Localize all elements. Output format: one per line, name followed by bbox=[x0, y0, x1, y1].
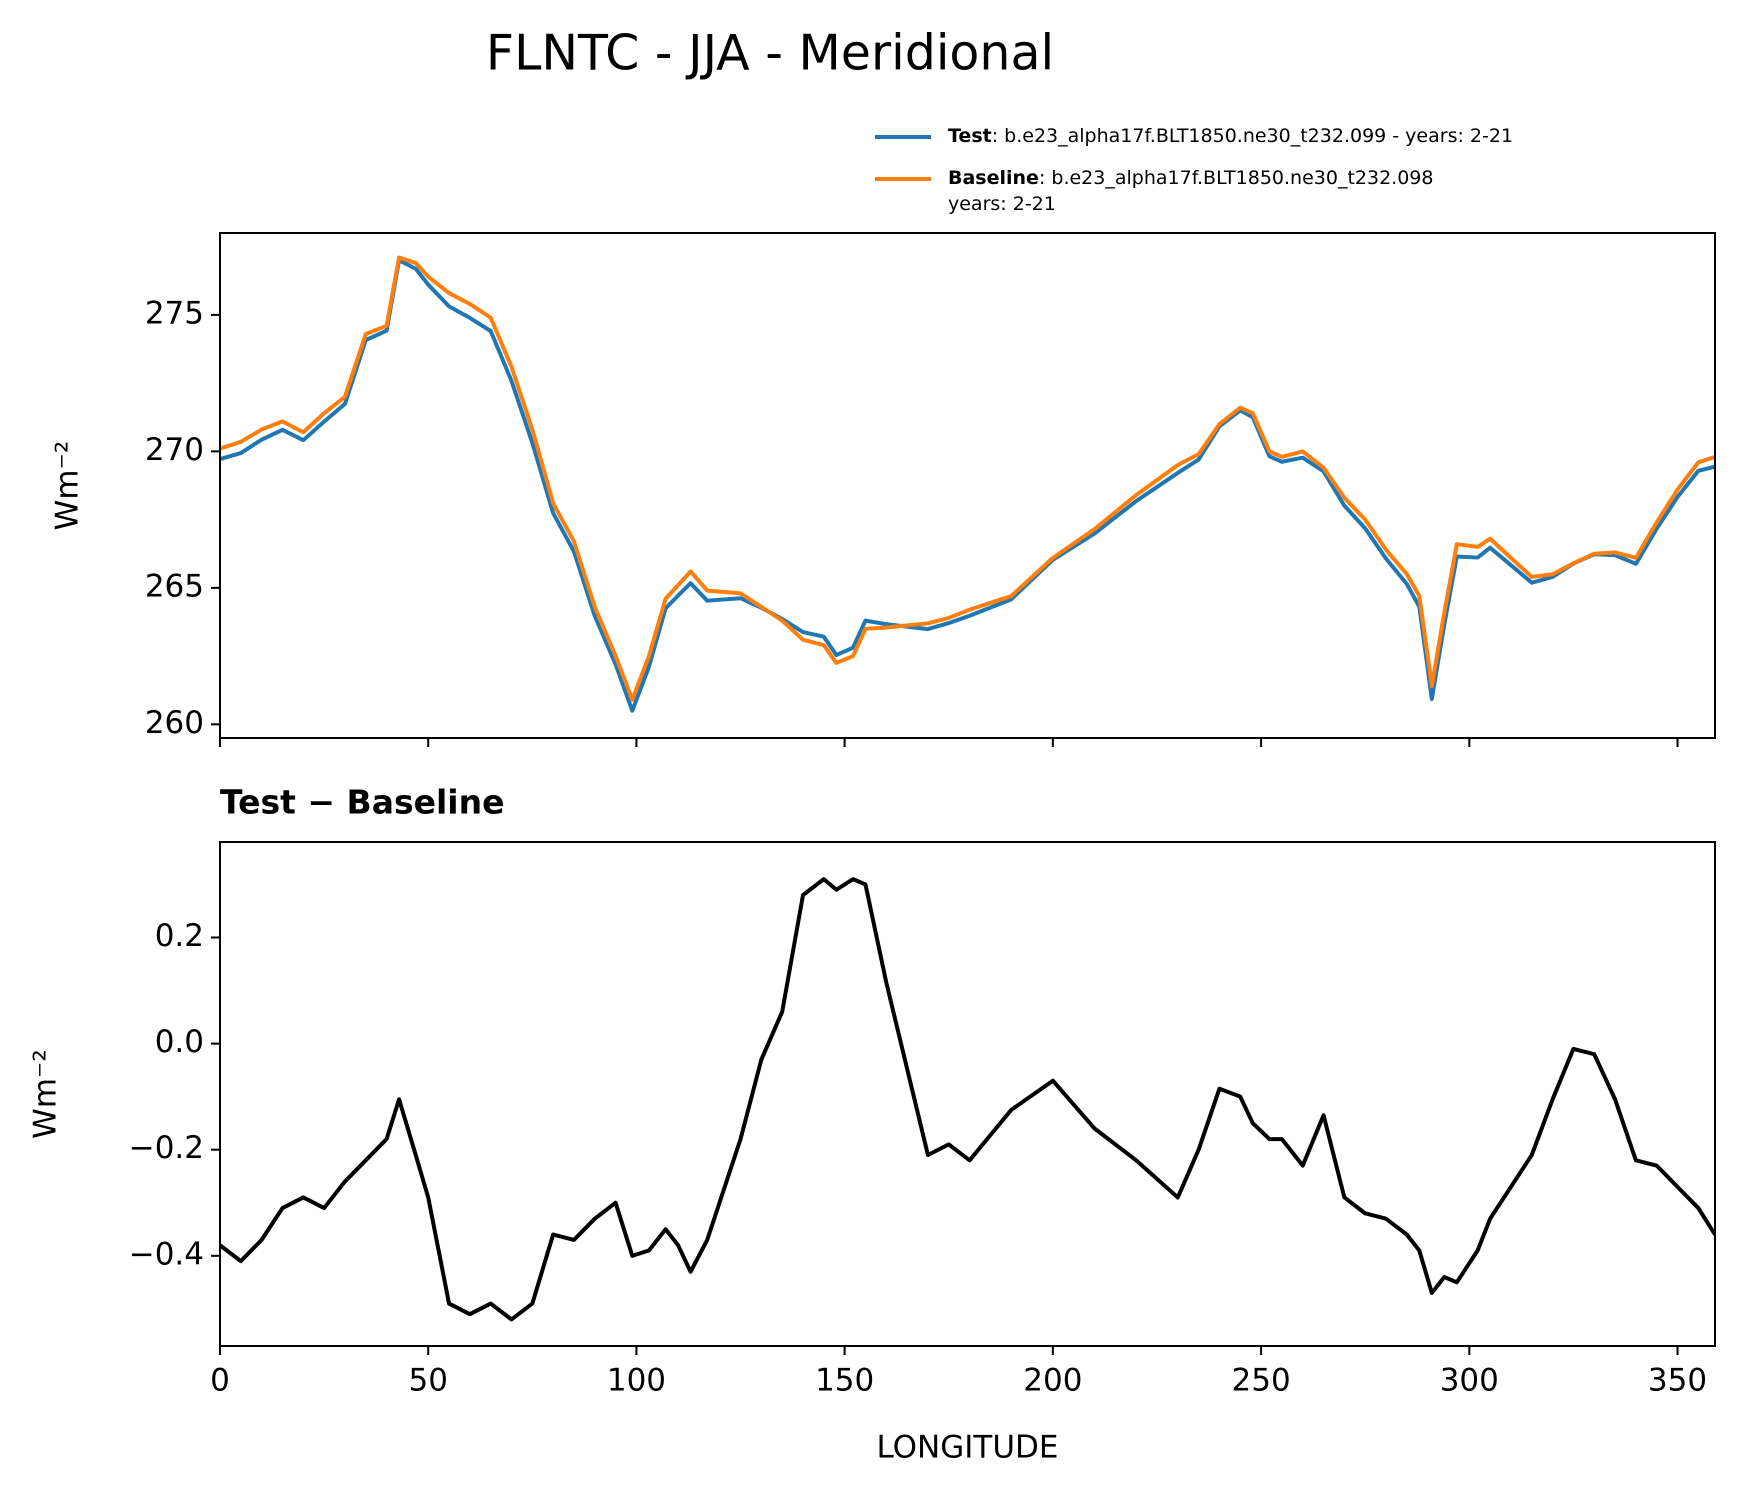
legend-text: : b.e23_alpha17f.BLT1850.ne30_t232.098 bbox=[1039, 167, 1434, 189]
data-line bbox=[220, 255, 1715, 702]
y-tick-label: −0.2 bbox=[129, 1130, 204, 1166]
axes-title: Test − Baseline bbox=[220, 783, 505, 822]
x-tick-label: 150 bbox=[815, 1363, 874, 1399]
legend-label: years: 2-21 bbox=[948, 193, 1056, 215]
y-tick-label: 0.2 bbox=[155, 918, 204, 954]
data-line bbox=[220, 877, 1715, 1322]
axes-frame bbox=[219, 232, 1716, 739]
legend-label: Test: b.e23_alpha17f.BLT1850.ne30_t232.0… bbox=[948, 125, 1513, 147]
x-tick-label: 100 bbox=[607, 1363, 666, 1399]
legend-label: Baseline: b.e23_alpha17f.BLT1850.ne30_t2… bbox=[948, 167, 1433, 189]
legend-text: : b.e23_alpha17f.BLT1850.ne30_t232.099 -… bbox=[992, 125, 1513, 147]
x-tick-label: 250 bbox=[1232, 1363, 1291, 1399]
x-axis-label: LONGITUDE bbox=[876, 1430, 1058, 1466]
x-tick-label: 300 bbox=[1440, 1363, 1499, 1399]
y-tick-label: 0.0 bbox=[155, 1024, 204, 1060]
y-axis-label: Wm⁻² bbox=[28, 1049, 64, 1139]
y-tick-label: 275 bbox=[145, 295, 204, 331]
axes-frame bbox=[219, 841, 1716, 1347]
data-line bbox=[220, 258, 1715, 713]
y-tick-label: 270 bbox=[145, 432, 204, 468]
y-axis-label: Wm⁻² bbox=[50, 441, 86, 531]
plot-area bbox=[220, 255, 1715, 713]
plot-area bbox=[220, 877, 1715, 1322]
x-tick-label: 350 bbox=[1648, 1363, 1707, 1399]
x-tick-label: 200 bbox=[1023, 1363, 1082, 1399]
y-tick-label: 260 bbox=[145, 705, 204, 741]
legend-text: years: 2-21 bbox=[948, 193, 1056, 215]
x-tick-label: 0 bbox=[210, 1363, 230, 1399]
figure-title: FLNTC - JJA - Meridional bbox=[486, 25, 1054, 82]
y-tick-label: −0.4 bbox=[129, 1236, 204, 1272]
legend-name: Test bbox=[948, 125, 992, 147]
y-tick-label: 265 bbox=[145, 568, 204, 604]
x-tick-label: 50 bbox=[408, 1363, 447, 1399]
legend-name: Baseline bbox=[948, 167, 1039, 189]
